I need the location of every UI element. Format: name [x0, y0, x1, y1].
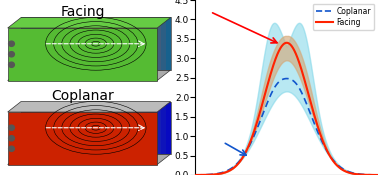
Polygon shape [41, 18, 46, 70]
Polygon shape [106, 102, 111, 154]
Facing [319, 135, 323, 137]
Polygon shape [91, 102, 96, 154]
Polygon shape [26, 102, 31, 154]
Polygon shape [8, 112, 157, 164]
Polygon shape [36, 18, 41, 70]
Polygon shape [56, 102, 61, 154]
Polygon shape [146, 18, 151, 70]
Circle shape [9, 41, 14, 46]
Polygon shape [136, 102, 141, 154]
Facing [376, 174, 378, 175]
Circle shape [9, 125, 14, 130]
Polygon shape [96, 18, 101, 70]
Polygon shape [46, 102, 51, 154]
Coplanar [212, 173, 216, 175]
Polygon shape [51, 18, 56, 70]
Polygon shape [8, 28, 157, 80]
Polygon shape [121, 18, 126, 70]
Polygon shape [81, 18, 86, 70]
Coplanar [339, 167, 344, 169]
Polygon shape [26, 18, 31, 70]
Polygon shape [21, 18, 26, 70]
Polygon shape [96, 102, 101, 154]
Facing [339, 168, 344, 170]
Polygon shape [151, 18, 156, 70]
Polygon shape [61, 102, 66, 154]
Circle shape [9, 136, 14, 141]
Polygon shape [126, 102, 131, 154]
Polygon shape [36, 102, 41, 154]
Polygon shape [81, 102, 86, 154]
Polygon shape [131, 102, 136, 154]
Polygon shape [156, 102, 161, 154]
Polygon shape [146, 102, 151, 154]
Polygon shape [101, 102, 106, 154]
Polygon shape [166, 102, 170, 154]
Polygon shape [111, 18, 116, 70]
Polygon shape [101, 18, 106, 70]
Polygon shape [141, 102, 146, 154]
Polygon shape [111, 102, 116, 154]
Polygon shape [31, 18, 36, 70]
Polygon shape [166, 18, 170, 70]
Text: Coplanar: Coplanar [51, 89, 114, 103]
Facing [284, 42, 289, 44]
Polygon shape [8, 154, 170, 164]
Polygon shape [86, 18, 91, 70]
Polygon shape [8, 70, 170, 80]
Facing [267, 78, 271, 80]
Polygon shape [126, 18, 131, 70]
Polygon shape [51, 102, 56, 154]
Polygon shape [21, 102, 26, 154]
Facing [212, 173, 216, 175]
Polygon shape [131, 18, 136, 70]
Coplanar [319, 138, 323, 140]
Polygon shape [161, 18, 166, 70]
Polygon shape [46, 18, 51, 70]
Polygon shape [106, 18, 111, 70]
Line: Facing: Facing [195, 43, 378, 175]
Polygon shape [31, 102, 36, 154]
Line: Coplanar: Coplanar [195, 79, 378, 175]
Polygon shape [76, 102, 81, 154]
Polygon shape [71, 102, 76, 154]
Circle shape [9, 52, 14, 57]
Coplanar [193, 174, 198, 175]
Polygon shape [76, 18, 81, 70]
Polygon shape [156, 18, 161, 70]
Polygon shape [41, 102, 46, 154]
Facing [274, 57, 278, 59]
Facing [336, 165, 340, 167]
Polygon shape [8, 18, 170, 28]
Coplanar [274, 85, 278, 87]
Polygon shape [116, 18, 121, 70]
Coplanar [284, 78, 289, 80]
Polygon shape [71, 18, 76, 70]
Facing [193, 174, 198, 175]
Polygon shape [86, 102, 91, 154]
Text: Facing: Facing [60, 5, 105, 19]
Polygon shape [151, 102, 156, 154]
Polygon shape [61, 18, 66, 70]
Polygon shape [136, 18, 141, 70]
Coplanar [336, 164, 340, 166]
Circle shape [9, 146, 14, 151]
Coplanar [376, 174, 378, 175]
Legend: Coplanar, Facing: Coplanar, Facing [313, 4, 374, 30]
Polygon shape [66, 18, 71, 70]
Polygon shape [141, 18, 146, 70]
Polygon shape [161, 102, 166, 154]
Polygon shape [56, 18, 61, 70]
Polygon shape [116, 102, 121, 154]
Polygon shape [91, 18, 96, 70]
Polygon shape [121, 102, 126, 154]
Polygon shape [8, 102, 170, 112]
Polygon shape [66, 102, 71, 154]
Coplanar [267, 97, 271, 99]
Circle shape [9, 62, 14, 67]
